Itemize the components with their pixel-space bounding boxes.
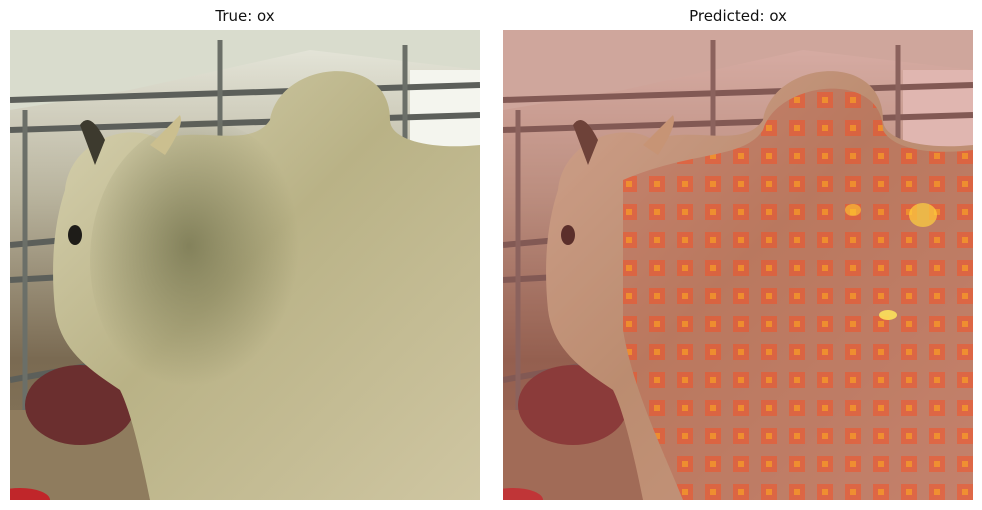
true-label-panel: True: ox [10,0,480,510]
true-label-title: True: ox [215,7,275,25]
ox-photo-with-attention-heatmap-overlay [503,30,973,500]
predicted-label-panel: Predicted: ox [503,0,973,510]
ox-photo [10,30,480,500]
predicted-label-title: Predicted: ox [689,7,787,25]
